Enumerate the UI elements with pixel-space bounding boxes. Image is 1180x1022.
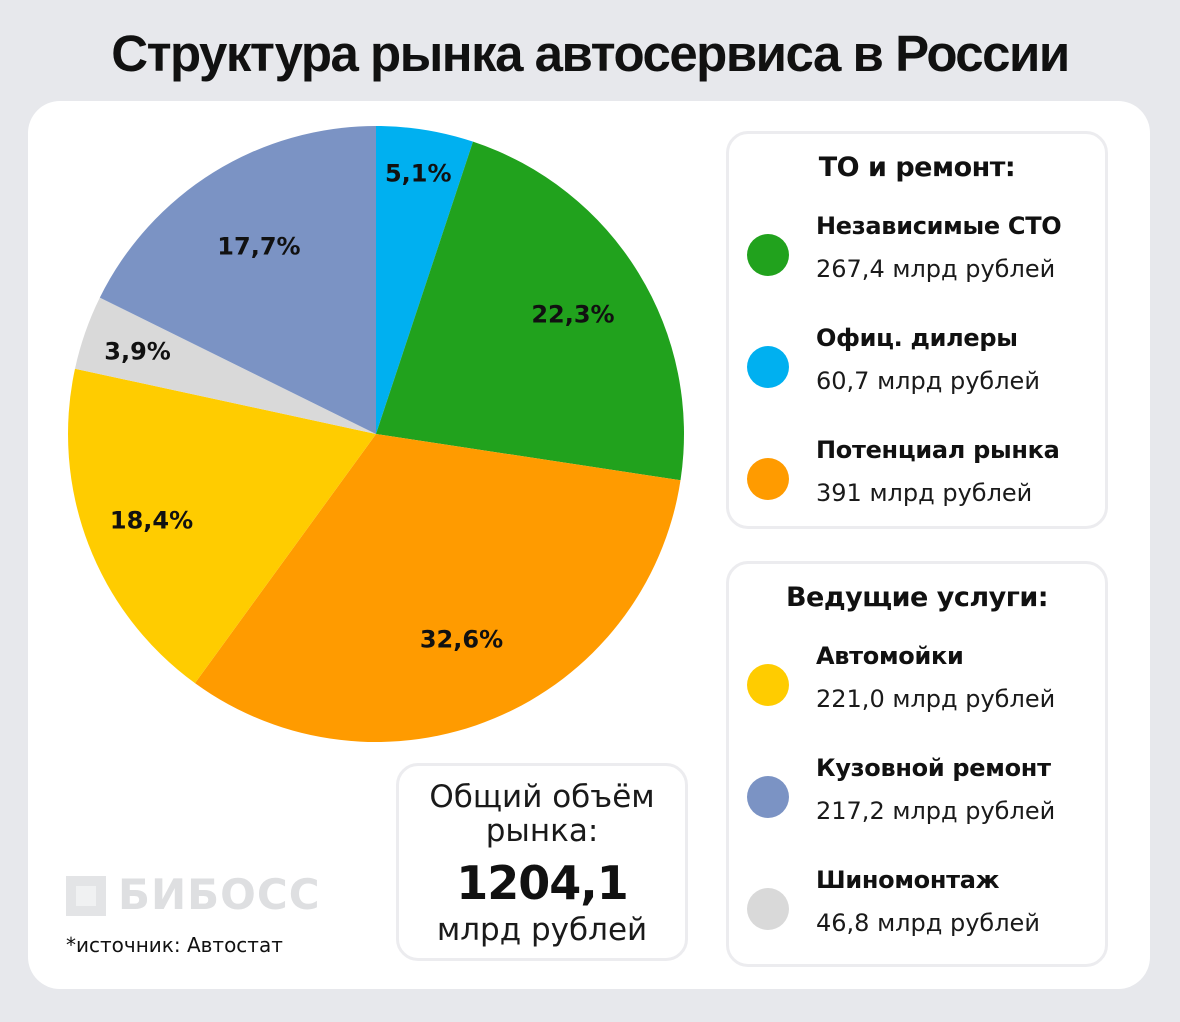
legend-item-value: 391 млрд рублей: [816, 479, 1033, 507]
pie-slice: [68, 368, 377, 684]
pie-slice-label: 18,4%: [110, 507, 193, 535]
legend-item-value: 60,7 млрд рублей: [816, 367, 1040, 395]
logo-text: БИБОСС: [118, 870, 321, 919]
legend-item-tire-service: Шиномонтаж 46,8 млрд рублей: [747, 866, 1097, 956]
legend-item-name: Офиц. дилеры: [816, 324, 1018, 352]
color-swatch-icon: [747, 888, 789, 930]
logo-icon: [66, 876, 106, 916]
legend-item-name: Шиномонтаж: [816, 866, 1000, 894]
infographic-card: 5,1% 22,3% 32,6% 18,4% 3,9% 17,7% ТО и ремонт…: [28, 101, 1150, 989]
color-swatch-icon: [747, 664, 789, 706]
legend-panel-repair: ТО и ремонт: Независимые СТО 267,4 млрд …: [726, 131, 1108, 529]
page-title: Структура рынка автосервиса в России: [111, 25, 1070, 82]
legend-title: ТО и ремонт:: [818, 152, 1016, 183]
legend-panel-services: Ведущие услуги: Автомойки 221,0 млрд руб…: [726, 561, 1108, 967]
color-swatch-icon: [747, 346, 789, 388]
pie-slices: [68, 126, 684, 742]
pie-slice: [376, 126, 474, 434]
total-unit: млрд рублей: [436, 912, 648, 948]
total-label: Общий объём рынка:: [429, 779, 655, 849]
pie-slice-label: 5,1%: [385, 160, 452, 188]
legend-item-dealers: Офиц. дилеры 60,7 млрд рублей: [747, 324, 1097, 414]
legend-item-value: 217,2 млрд рублей: [816, 797, 1056, 825]
source-note: *источник: Автостат: [66, 933, 283, 957]
legend-title: Ведущие услуги:: [785, 582, 1049, 613]
legend-item-independent: Независимые СТО 267,4 млрд рублей: [747, 212, 1097, 302]
pie-slice-label: 17,7%: [217, 233, 300, 261]
logo: БИБОСС: [66, 870, 366, 920]
legend-item-value: 221,0 млрд рублей: [816, 685, 1056, 713]
pie-chart: 5,1% 22,3% 32,6% 18,4% 3,9% 17,7%: [68, 126, 684, 742]
legend-item-value: 46,8 млрд рублей: [816, 909, 1040, 937]
color-swatch-icon: [747, 234, 789, 276]
pie-labels: 5,1% 22,3% 32,6% 18,4% 3,9% 17,7%: [104, 160, 614, 654]
legend-item-name: Кузовной ремонт: [816, 754, 1051, 782]
pie-slice: [376, 141, 684, 481]
legend-item-name: Независимые СТО: [816, 212, 1062, 240]
color-swatch-icon: [747, 776, 789, 818]
pie-slice-label: 32,6%: [420, 626, 503, 654]
pie-slice-label: 3,9%: [104, 338, 171, 366]
legend-item-carwash: Автомойки 221,0 млрд рублей: [747, 642, 1097, 732]
legend-item-name: Автомойки: [816, 642, 964, 670]
pie-slice: [99, 126, 376, 434]
color-swatch-icon: [747, 458, 789, 500]
legend-item-potential: Потенциал рынка 391 млрд рублей: [747, 436, 1097, 526]
total-value: 1204,1: [456, 856, 629, 910]
pie-slice-label: 22,3%: [531, 300, 614, 328]
legend-item-value: 267,4 млрд рублей: [816, 255, 1056, 283]
legend-item-name: Потенциал рынка: [816, 436, 1060, 464]
legend-item-body-repair: Кузовной ремонт 217,2 млрд рублей: [747, 754, 1097, 844]
total-volume-box: Общий объём рынка: 1204,1 млрд рублей: [396, 763, 688, 961]
pie-slice: [194, 434, 681, 742]
pie-slice: [75, 297, 377, 434]
